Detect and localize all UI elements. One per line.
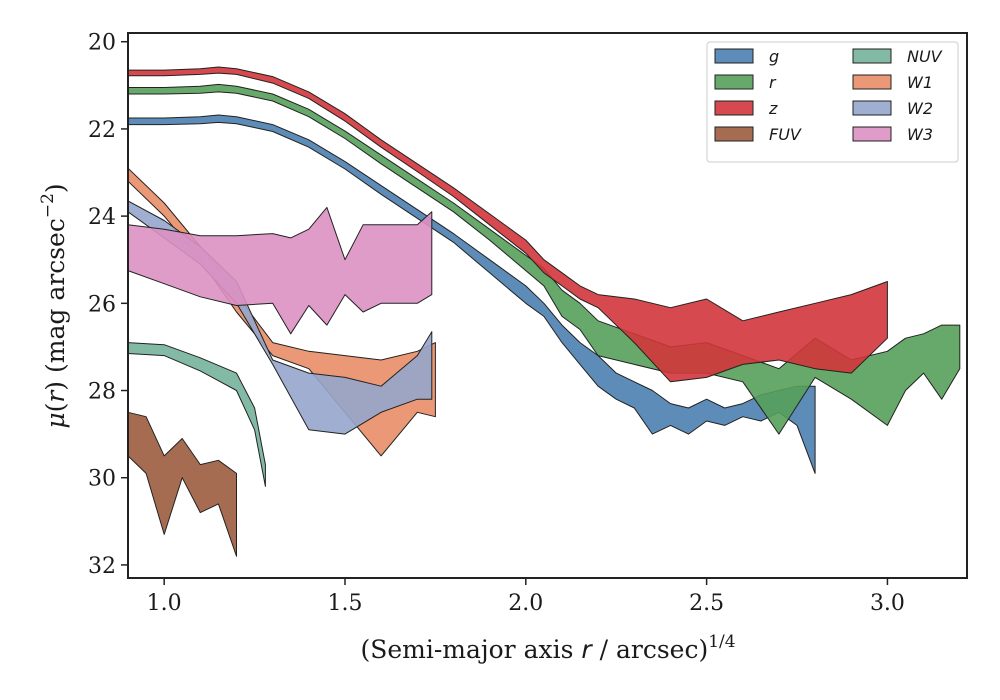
x-tick-label-4: 3.0 [870, 591, 905, 616]
y-tick-label-6: 32 [88, 554, 116, 579]
legend-label-g: g [769, 47, 779, 66]
y-axis: 20 22 24 26 28 30 32 [88, 31, 128, 579]
x-tick-label-0: 1.0 [147, 591, 182, 616]
legend-swatch-w2 [853, 101, 891, 115]
chart-root: 1.0 1.5 2.0 2.5 3.0 20 22 24 26 28 30 32 (Semi-maj… [0, 0, 1000, 700]
x-axis: 1.0 1.5 2.0 2.5 3.0 [147, 578, 905, 616]
y-tick-label-0: 20 [88, 31, 116, 56]
legend-label-nuv: NUV [907, 47, 943, 66]
y-tick-label-5: 30 [88, 467, 116, 492]
legend-label-w1: W1 [907, 73, 933, 92]
legend-label-z: z [768, 99, 778, 118]
y-tick-label-1: 22 [88, 118, 116, 143]
x-tick-label-2: 2.0 [508, 591, 543, 616]
legend-swatch-r [715, 75, 753, 89]
y-tick-label-4: 28 [88, 380, 116, 405]
legend-label-fuv: FUV [769, 125, 802, 144]
legend-swatch-g [715, 49, 753, 63]
x-tick-label-3: 2.5 [689, 591, 724, 616]
x-tick-label-1: 1.5 [327, 591, 362, 616]
legend-label-w3: W3 [907, 125, 933, 144]
legend-swatch-w1 [853, 75, 891, 89]
x-axis-label: (Semi-major axis r / arcsec)1/4 [360, 632, 735, 664]
legend-label-w2: W2 [907, 99, 933, 118]
y-axis-label: μ(r) (mag arcsec−2) [38, 183, 70, 428]
legend-swatch-z [715, 101, 753, 115]
y-tick-label-2: 24 [88, 205, 116, 230]
legend-swatch-nuv [853, 49, 891, 63]
legend-swatch-w3 [853, 127, 891, 141]
y-tick-label-3: 26 [88, 292, 116, 317]
band-fuv [128, 412, 237, 556]
legend-swatch-fuv [715, 127, 753, 141]
surface-brightness-chart: 1.0 1.5 2.0 2.5 3.0 20 22 24 26 28 30 32 (Semi-maj… [0, 0, 1000, 700]
